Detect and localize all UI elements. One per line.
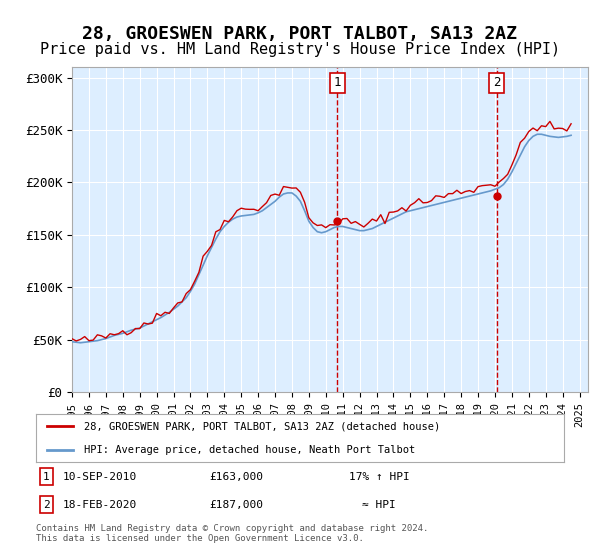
Text: £187,000: £187,000	[209, 500, 263, 510]
Text: 2: 2	[493, 76, 501, 90]
Text: HPI: Average price, detached house, Neath Port Talbot: HPI: Average price, detached house, Neat…	[83, 445, 415, 455]
Text: 1: 1	[334, 76, 341, 90]
Text: Price paid vs. HM Land Registry's House Price Index (HPI): Price paid vs. HM Land Registry's House …	[40, 42, 560, 57]
Text: 28, GROESWEN PARK, PORT TALBOT, SA13 2AZ: 28, GROESWEN PARK, PORT TALBOT, SA13 2AZ	[83, 25, 517, 43]
Text: 10-SEP-2010: 10-SEP-2010	[62, 472, 136, 482]
Text: 28, GROESWEN PARK, PORT TALBOT, SA13 2AZ (detached house): 28, GROESWEN PARK, PORT TALBOT, SA13 2AZ…	[83, 421, 440, 431]
Text: 17% ↑ HPI: 17% ↑ HPI	[349, 472, 410, 482]
Text: ≈ HPI: ≈ HPI	[362, 500, 396, 510]
Text: 1: 1	[43, 472, 50, 482]
Text: £163,000: £163,000	[209, 472, 263, 482]
Text: 18-FEB-2020: 18-FEB-2020	[62, 500, 136, 510]
Text: 2: 2	[43, 500, 50, 510]
Text: Contains HM Land Registry data © Crown copyright and database right 2024.
This d: Contains HM Land Registry data © Crown c…	[36, 524, 428, 543]
